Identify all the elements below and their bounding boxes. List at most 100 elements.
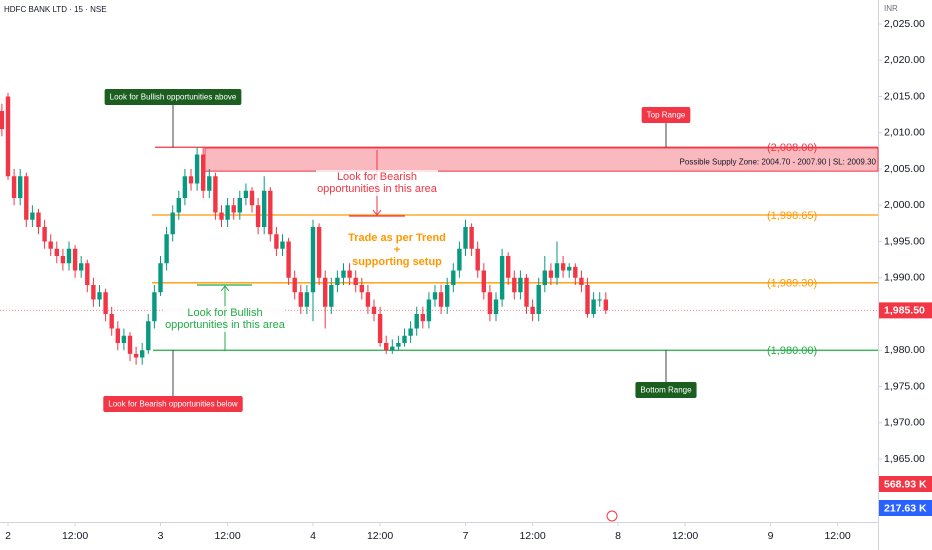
candle-body (60, 255, 66, 264)
candle-body (261, 190, 267, 227)
annotation-text: supporting setup (352, 256, 442, 268)
candle-body (298, 292, 304, 307)
candle-body (91, 284, 96, 300)
candle-body (463, 226, 468, 249)
annotation-text: Look for Bearish (337, 171, 417, 183)
candle-body (152, 292, 157, 322)
level-label: (2,008.00) (767, 142, 817, 154)
x-tick-label: 12:00 (519, 530, 545, 542)
x-tick-label: 12:00 (62, 530, 88, 542)
volume-badge-label: 217.63 K (884, 502, 927, 514)
annotation-text: + (394, 244, 400, 256)
event-icon[interactable] (606, 510, 618, 522)
last-price-badge (879, 302, 932, 319)
candle-body (0, 110, 5, 130)
candle-body (530, 306, 535, 314)
candle-body (585, 284, 590, 314)
level-label: (1,998.65) (767, 210, 817, 222)
candle-body (286, 241, 291, 278)
candle-body (11, 176, 17, 198)
candle-body (524, 277, 529, 307)
candle-body (103, 292, 108, 314)
candle-body (109, 313, 114, 329)
candle-body (30, 212, 35, 220)
candle-body (213, 176, 218, 213)
candle-body (121, 335, 127, 343)
candle-body (384, 342, 389, 351)
y-tick-label: 2,025.00 (884, 18, 925, 30)
annotation-label: Top Range (647, 111, 686, 120)
candle-body (542, 270, 548, 285)
y-tick-label: 1,965.00 (884, 453, 925, 465)
candle-body (347, 270, 352, 278)
candle-body (304, 292, 310, 307)
candle-body (359, 284, 365, 293)
candle-body (579, 277, 584, 285)
candle-body (408, 328, 413, 336)
arrow-head (372, 209, 382, 216)
x-tick-label: 4 (310, 530, 316, 542)
y-tick-label: 1,990.00 (884, 272, 925, 284)
candle-body (182, 176, 188, 198)
candle-body (5, 96, 11, 177)
candle-body (139, 350, 145, 358)
candle-body (188, 176, 194, 184)
candle-body (451, 270, 456, 285)
candle-body (231, 205, 236, 213)
y-tick-label: 2,000.00 (884, 199, 925, 211)
candle-body (97, 292, 102, 300)
candle-body (158, 263, 163, 293)
annotation-label: Look for Bullish opportunities above (110, 93, 237, 102)
candle-body (365, 292, 371, 307)
x-tick-label: 12:00 (824, 530, 850, 542)
candle-body (591, 299, 596, 314)
x-tick-label: 2 (5, 530, 11, 542)
candle-body (42, 226, 47, 242)
x-tick-label: 12:00 (214, 530, 240, 542)
annotation-box (103, 396, 243, 412)
supply-zone-label: Possible Supply Zone: 2004.70 - 2007.90 … (680, 158, 877, 167)
candle-body (597, 299, 602, 301)
candle-body (268, 190, 273, 235)
candle-body (481, 270, 487, 293)
x-tick-label: 8 (615, 530, 621, 542)
candle-body (445, 284, 450, 307)
candle-body (493, 299, 499, 314)
label-bg (165, 306, 285, 332)
candle-body (207, 176, 212, 191)
candle-body (200, 154, 206, 191)
label-bg (316, 170, 438, 196)
annotation-text: Look for Bullish (187, 307, 262, 319)
candle-body (457, 248, 462, 271)
candle-body (280, 241, 285, 249)
candle-body (127, 335, 133, 354)
candle-body (377, 313, 383, 343)
candle-body (36, 212, 41, 227)
candle-body (548, 270, 554, 278)
candle-body (402, 335, 407, 343)
candle-body (603, 299, 609, 311)
candle-body (567, 266, 572, 271)
candle-body (194, 154, 200, 184)
annotation-box (104, 89, 242, 105)
x-tick-label: 9 (768, 530, 774, 542)
x-tick-label: 12:00 (672, 530, 698, 542)
arrow-head (220, 285, 230, 292)
candle-body (146, 321, 151, 351)
volume-badge-label: 568.93 K (884, 478, 927, 490)
candle-body (249, 190, 255, 206)
y-tick-label: 1,970.00 (884, 417, 925, 429)
y-tick-label: 2,005.00 (884, 163, 925, 175)
level-label: (1,980.00) (767, 345, 817, 357)
candle-body (274, 234, 279, 249)
candle-body (164, 234, 169, 264)
candle-body (292, 277, 297, 293)
candle-body (225, 205, 230, 220)
candle-body (499, 255, 505, 300)
chart-title: HDFC BANK LTD · 15 · NSE (4, 5, 107, 14)
candle-body (78, 263, 84, 271)
candle-body (24, 176, 29, 220)
candle-body (85, 263, 90, 285)
annotation-box (635, 382, 697, 398)
